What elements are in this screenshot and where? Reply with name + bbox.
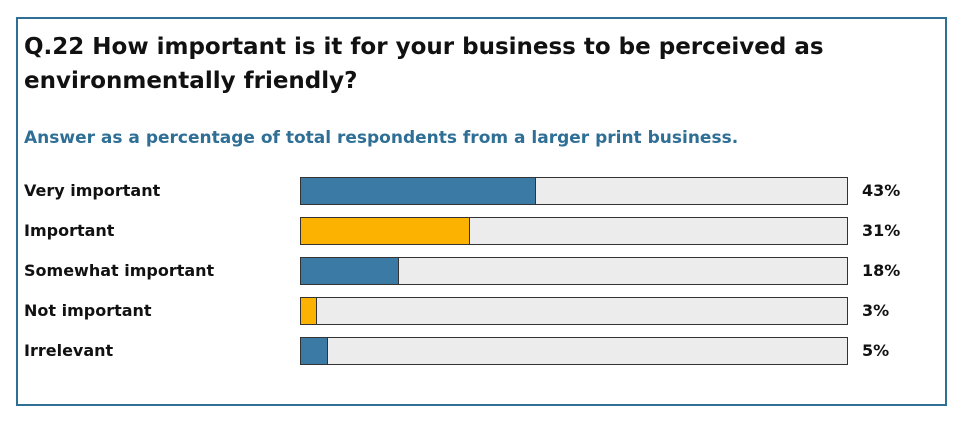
bar xyxy=(301,298,318,324)
category-label: Somewhat important xyxy=(24,261,215,280)
value-label: 3% xyxy=(862,301,890,320)
bar xyxy=(301,338,329,364)
category-label: Irrelevant xyxy=(24,341,114,360)
bar-track xyxy=(300,337,848,365)
bar-row: Somewhat important 18% xyxy=(24,256,904,286)
bar-row: Irrelevant 5% xyxy=(24,336,904,366)
bar-row: Not important 3% xyxy=(24,296,904,326)
chart-title: Q.22 How important is it for your busine… xyxy=(24,34,824,94)
category-label: Not important xyxy=(24,301,152,320)
bar xyxy=(301,258,400,284)
value-label: 18% xyxy=(862,261,901,280)
bar-row: Important 31% xyxy=(24,216,904,246)
bar xyxy=(301,178,536,204)
category-label: Important xyxy=(24,221,115,240)
category-label: Very important xyxy=(24,181,161,200)
bar-track xyxy=(300,257,848,285)
bar-track xyxy=(300,297,848,325)
bar-track xyxy=(300,217,848,245)
bar xyxy=(301,218,471,244)
value-label: 31% xyxy=(862,221,901,240)
value-label: 43% xyxy=(862,181,901,200)
value-label: 5% xyxy=(862,341,890,360)
bar-row: Very important 43% xyxy=(24,176,904,206)
bar-chart: Very important 43% Important 31% Somewhat im… xyxy=(24,176,904,376)
bar-track xyxy=(300,177,848,205)
chart-subtitle: Answer as a percentage of total responde… xyxy=(24,128,739,148)
